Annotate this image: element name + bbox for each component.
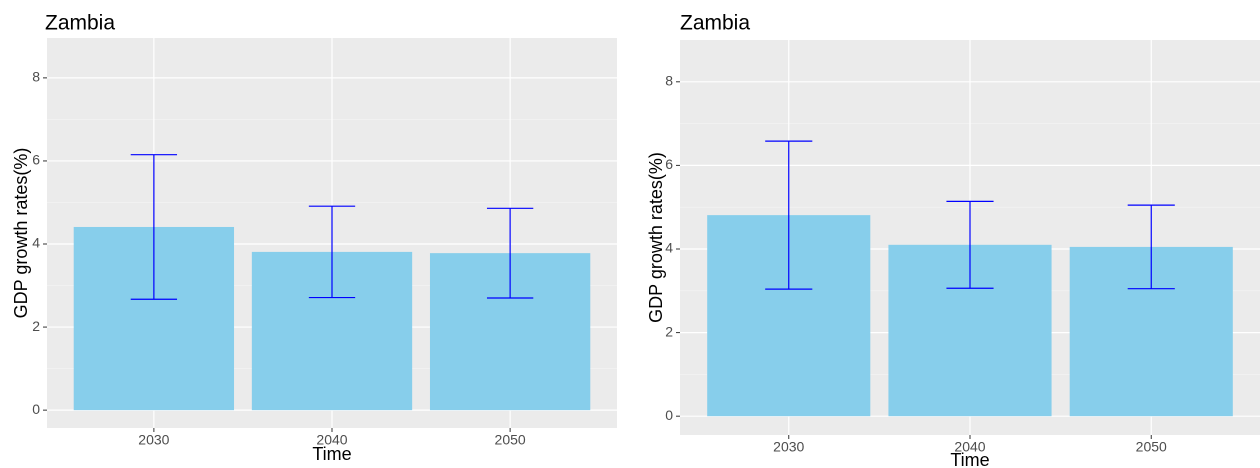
y-tick-label: 6 [32, 152, 40, 168]
x-tick-label: 2030 [773, 439, 804, 455]
chart: 0 2 4 6 8 2030 2040 2050 Zambia Time GDP growth ra… [646, 12, 1260, 468]
y-tick-label: 2 [665, 323, 673, 339]
x-tick-label: 2040 [316, 432, 347, 448]
y-tick-label: 0 [32, 401, 40, 417]
x-axis-title: Time [950, 450, 989, 468]
y-axis-title: GDP growth rates(%) [646, 152, 666, 323]
chart: 0 2 4 6 8 2030 2040 2050 Zambia Time GDP growth ra… [11, 12, 617, 464]
y-tick-label: 0 [665, 407, 673, 423]
y-tick-label: 8 [665, 73, 673, 89]
x-tick-label: 2050 [495, 432, 526, 448]
y-tick-label: 6 [665, 156, 673, 172]
chart-title: Zambia [680, 12, 750, 35]
y-axis-title: GDP growth rates(%) [11, 148, 31, 319]
x-tick-label: 2030 [138, 432, 169, 448]
y-tick-label: 8 [32, 69, 40, 85]
y-tick-label: 2 [32, 318, 40, 334]
y-tick-label: 4 [665, 240, 673, 256]
x-axis-title: Time [312, 444, 351, 464]
y-tick-label: 4 [32, 235, 40, 251]
chart-title: Zambia [45, 12, 115, 35]
x-tick-label: 2040 [954, 439, 985, 455]
x-tick-label: 2050 [1136, 439, 1167, 455]
